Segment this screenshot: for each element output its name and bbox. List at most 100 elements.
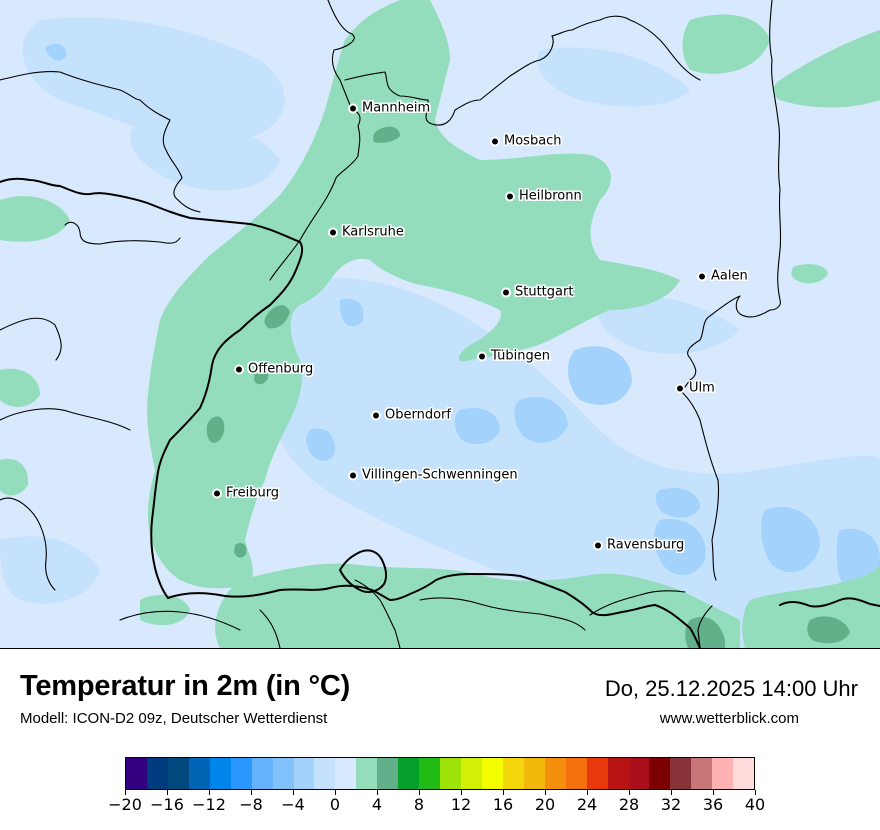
- colorbar-tick: [167, 790, 168, 795]
- colorbar-tick: [545, 790, 546, 795]
- city-name: Offenburg: [248, 361, 314, 377]
- colorbar-segment: [293, 758, 315, 789]
- colorbar-segment: [251, 758, 273, 789]
- colorbar-segment: [209, 758, 231, 789]
- colorbar-tick-label: −20: [108, 795, 142, 814]
- website-link[interactable]: www.wetterblick.com: [659, 710, 799, 727]
- city-marker: Villingen-Schwenningen: [350, 468, 518, 483]
- colorbar-segment: [670, 758, 692, 789]
- city-name: Ulm: [689, 380, 715, 396]
- colorbar-tick-label: 32: [660, 795, 682, 814]
- map-title: Temperatur in 2m (in °C): [20, 670, 351, 702]
- colorbar-tick-label: −16: [150, 795, 184, 814]
- city-name: Mosbach: [504, 133, 562, 149]
- colorbar-tick-label: 40: [744, 795, 766, 814]
- city-marker: Stuttgart: [503, 285, 573, 300]
- colorbar-tick-label: −12: [192, 795, 226, 814]
- colorbar-tick: [377, 790, 378, 795]
- city-dot-icon: [350, 105, 356, 111]
- city-dot-icon: [350, 472, 356, 478]
- colorbar-tick: [335, 790, 336, 795]
- city-marker: Offenburg: [236, 362, 313, 377]
- colorbar-tick: [503, 790, 504, 795]
- temperature-map: Mannheim Mosbach Heilbronn Karlsruhe Aalen St…: [0, 0, 880, 649]
- city-name: Karlsruhe: [342, 224, 404, 240]
- colorbar-segment: [502, 758, 524, 789]
- city-dot-icon: [503, 289, 509, 295]
- colorbar-segment: [188, 758, 210, 789]
- colorbar-ticks: −20 −16 −12 −8 −4 0 4 8 12 16 20 24 28 32 36 40: [108, 790, 765, 820]
- colorbar-tick: [587, 790, 588, 795]
- colorbar-segment: [628, 758, 650, 789]
- city-marker: Heilbronn: [507, 189, 582, 204]
- map-canvas: [0, 0, 880, 648]
- city-dot-icon: [492, 138, 498, 144]
- colorbar-segment: [461, 758, 482, 789]
- city-dot-icon: [479, 353, 485, 359]
- colorbar-tick: [755, 790, 756, 795]
- city-marker: Mannheim: [350, 101, 430, 116]
- city-marker: Ulm: [677, 381, 715, 396]
- city-dot-icon: [214, 490, 220, 496]
- city-name: Villingen-Schwenningen: [362, 467, 518, 483]
- colorbar-segment: [565, 758, 587, 789]
- colorbar-tick-label: 8: [413, 795, 425, 814]
- colorbar-tick-label: 4: [371, 795, 383, 814]
- colorbar-tick: [125, 790, 126, 795]
- colorbar-segment: [586, 758, 608, 789]
- city-dot-icon: [236, 366, 242, 372]
- colorbar-segment: [523, 758, 545, 789]
- colorbar-segment: [356, 758, 378, 789]
- colorbar-segment: [377, 758, 399, 789]
- city-name: Oberndorf: [385, 407, 451, 423]
- city-name: Freiburg: [226, 485, 280, 501]
- colorbar-tick-label: 0: [329, 795, 341, 814]
- city-marker: Karlsruhe: [330, 225, 404, 240]
- colorbar-tick-label: 28: [618, 795, 640, 814]
- city-dot-icon: [595, 542, 601, 548]
- colorbar-tick: [251, 790, 252, 795]
- colorbar-tick: [671, 790, 672, 795]
- colorbar-tick-label: 20: [534, 795, 556, 814]
- city-dot-icon: [507, 193, 513, 199]
- city-marker: Tübingen: [479, 349, 550, 364]
- colorbar-segment: [440, 758, 461, 789]
- model-source: Modell: ICON-D2 09z, Deutscher Wetterdie…: [20, 710, 328, 727]
- colorbar-tick: [461, 790, 462, 795]
- city-name: Aalen: [711, 268, 748, 284]
- colorbar-tick-label: 36: [702, 795, 724, 814]
- colorbar-segment: [712, 758, 734, 789]
- city-marker: Oberndorf: [373, 408, 451, 423]
- colorbar-tick: [419, 790, 420, 795]
- colorbar-segment: [733, 758, 755, 789]
- city-marker: Ravensburg: [595, 538, 684, 553]
- colorbar-tick: [293, 790, 294, 795]
- city-marker: Mosbach: [492, 134, 562, 149]
- city-name: Ravensburg: [607, 537, 685, 553]
- forecast-datetime: Do, 25.12.2025 14:00 Uhr: [604, 676, 858, 701]
- city-name: Heilbronn: [519, 188, 582, 204]
- city-dot-icon: [373, 412, 379, 418]
- city-dot-icon: [330, 229, 336, 235]
- colorbar-tick-label: −8: [239, 795, 263, 814]
- colorbar-segment: [481, 758, 503, 789]
- colorbar-tick-label: 12: [450, 795, 472, 814]
- colorbar-segment: [272, 758, 294, 789]
- colorbar-segment: [314, 758, 336, 789]
- colorbar-tick: [209, 790, 210, 795]
- colorbar-tick: [713, 790, 714, 795]
- colorbar-segment: [544, 758, 566, 789]
- city-marker: Freiburg: [214, 486, 279, 501]
- colorbar-segment: [607, 758, 629, 789]
- colorbar-tick-label: 16: [492, 795, 514, 814]
- city-name: Stuttgart: [515, 284, 574, 300]
- colorbar-segment: [146, 758, 168, 789]
- colorbar-segment: [649, 758, 671, 789]
- colorbar-tick-label: −4: [281, 795, 305, 814]
- colorbar-segment: [167, 758, 189, 789]
- city-name: Mannheim: [362, 100, 431, 116]
- colorbar-tick: [629, 790, 630, 795]
- city-name: Tübingen: [491, 348, 550, 364]
- city-marker: Aalen: [699, 269, 748, 284]
- city-dot-icon: [699, 273, 705, 279]
